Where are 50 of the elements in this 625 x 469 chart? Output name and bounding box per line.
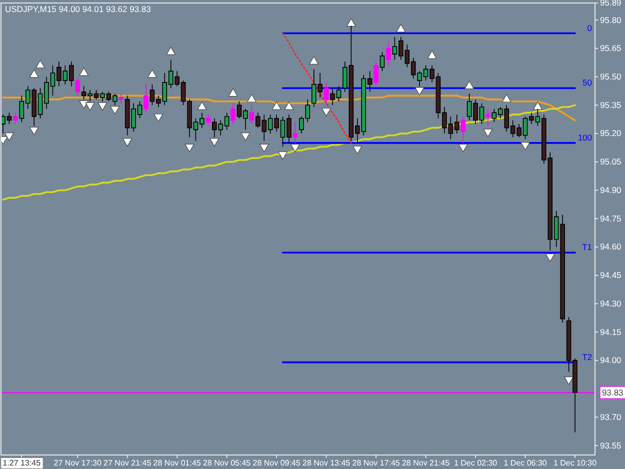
y-tick-label: 94.45: [600, 270, 622, 280]
x-tick-label: 1 Dec 10:30: [553, 458, 598, 468]
y-tick-label: 95.89: [600, 0, 622, 8]
candlestick: [386, 42, 391, 66]
series-label: T2: [582, 352, 592, 362]
candlestick: [118, 93, 124, 104]
candlestick: [13, 112, 18, 124]
y-tick-label: 93.70: [600, 412, 622, 422]
candlestick: [486, 108, 490, 126]
series-label: 100: [578, 132, 592, 142]
x-tick-label: 1 Dec 06:30: [504, 458, 548, 468]
candlestick: [292, 122, 298, 144]
candlestick: [460, 116, 466, 144]
x-tick-label: 28 Nov 21:45: [402, 458, 450, 468]
candlestick: [249, 104, 254, 124]
y-tick-label: 94.00: [600, 355, 622, 366]
y-tick-label: 94.30: [600, 298, 622, 308]
x-tick-label: 27 Nov 17:30: [54, 458, 102, 468]
chart-title: USDJPY,M15 94.00 94.01 93.62 93.83: [5, 4, 152, 14]
x-tick-label: 27 Nov 21:45: [104, 458, 152, 468]
candlestick: [380, 52, 385, 72]
y-tick-label: 95.05: [600, 156, 622, 167]
y-tick-label: 94.75: [600, 213, 622, 224]
y-tick-label: 94.90: [600, 184, 622, 195]
series-label: T1: [582, 242, 592, 252]
candlestick: [206, 114, 211, 126]
x-tick-label: 28 Nov 05:45: [203, 458, 252, 468]
y-tick-label: 95.65: [600, 43, 622, 54]
candlestick: [374, 61, 378, 87]
y-tick-label: 95.80: [600, 14, 622, 25]
y-tick-label: 95.35: [600, 100, 622, 110]
line-series: [282, 32, 352, 144]
candlestick: [230, 102, 236, 124]
series-label: 0: [587, 22, 592, 33]
x-tick-label: 1.27 13:45: [2, 458, 42, 468]
y-tick-label: 93.55: [600, 440, 622, 450]
y-tick-label: 94.60: [600, 242, 622, 252]
x-tick-label: 1 Dec 02:30: [454, 458, 498, 468]
candlestick: [144, 84, 148, 114]
series-label: 50: [582, 78, 592, 88]
x-tick-label: 28 Nov 01:45: [153, 458, 202, 468]
x-tick-label: 28 Nov 17:45: [352, 458, 400, 468]
x-tick-label: 28 Nov 13:45: [302, 458, 351, 468]
y-tick-label: 94.15: [600, 326, 622, 337]
y-tick-label: 95.20: [600, 128, 622, 138]
candlestick: [324, 82, 329, 106]
y-tick-label: 95.50: [600, 71, 622, 82]
x-tick-label: 28 Nov 09:45: [252, 458, 301, 468]
ref-line-label: 93.83: [602, 388, 624, 398]
candlestick: [75, 76, 80, 96]
